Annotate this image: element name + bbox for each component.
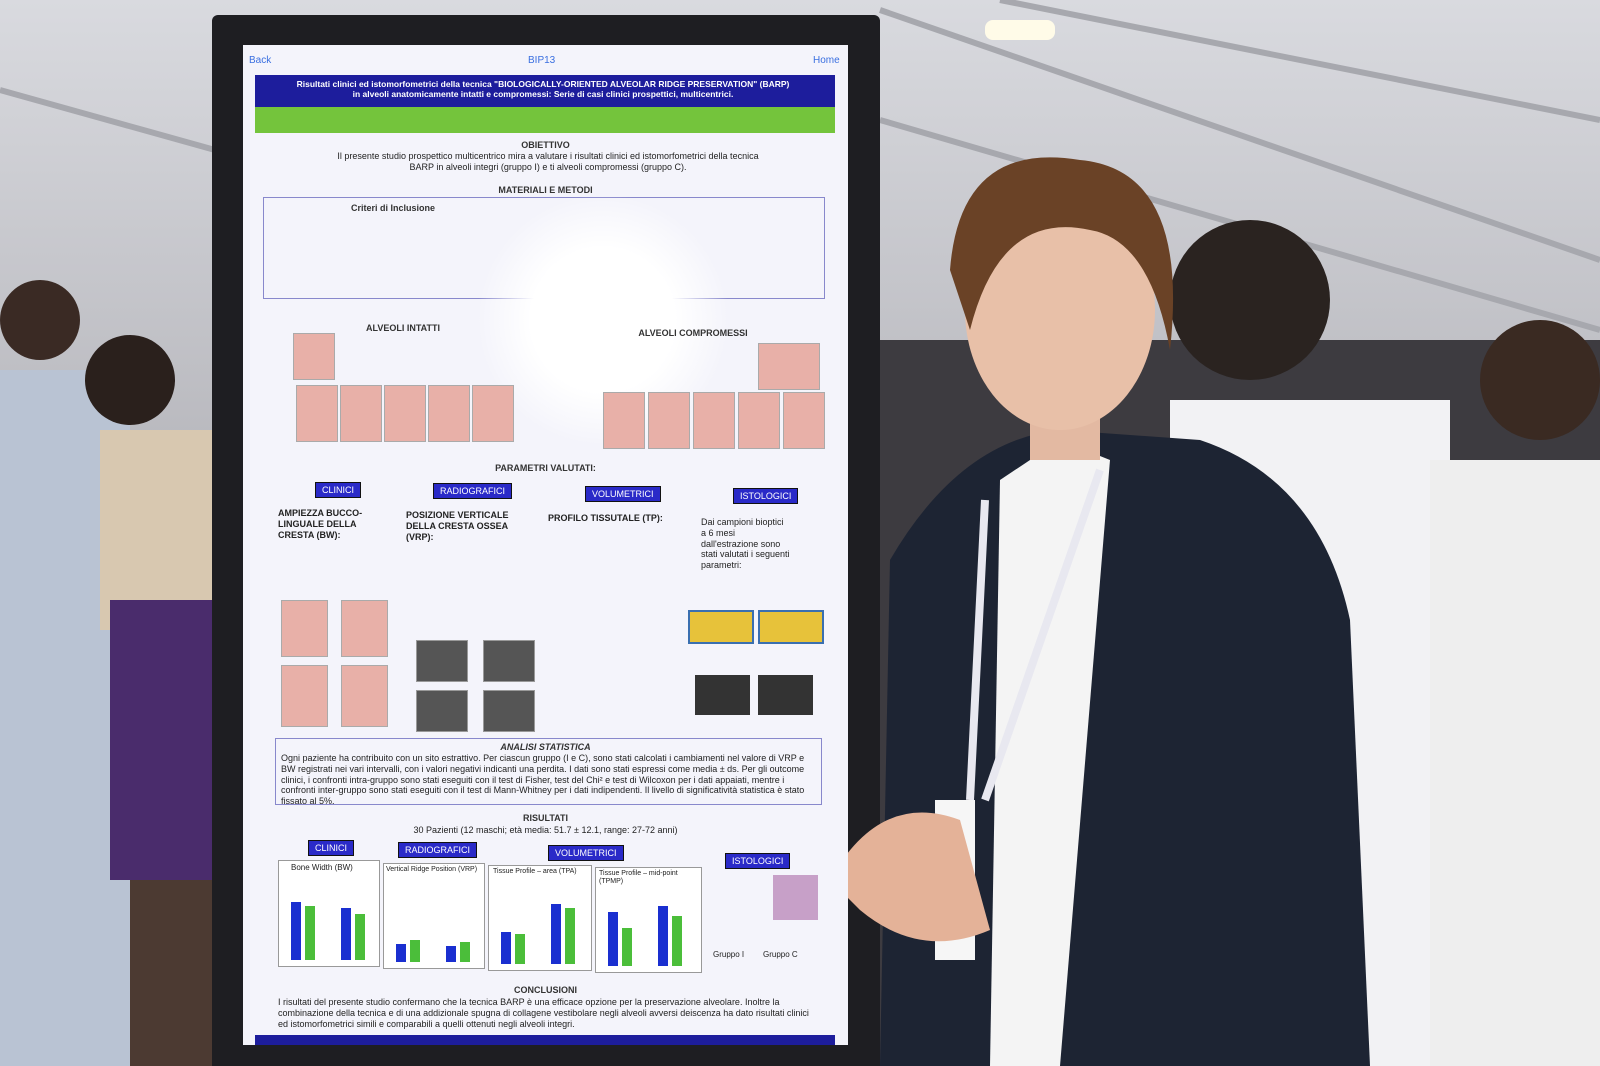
histology-image: [773, 875, 818, 920]
scan-image: [695, 675, 750, 715]
clinical-photo: [341, 600, 388, 657]
mini-chart: Tissue Profile – area (TPA): [488, 865, 592, 971]
parameter-item: POSIZIONE VERTICALE DELLA CRESTA OSSEA (…: [406, 510, 509, 542]
tag: VOLUMETRICI: [548, 845, 624, 861]
parameter-item: AMPIEZZA BUCCO-LINGUALE DELLA CRESTA (BW…: [278, 508, 363, 540]
clinical-photo: [428, 385, 470, 442]
results-heading: RISULTATI: [523, 813, 568, 823]
bar: [446, 946, 456, 962]
radiograph: [483, 640, 535, 682]
bar: [291, 902, 301, 960]
radiograph: [483, 690, 535, 732]
statistics-box: [275, 738, 822, 805]
scan-image: [758, 675, 813, 715]
bar: [658, 906, 668, 966]
clinical-photo: [296, 385, 338, 442]
chart-title: Tissue Profile – mid-point (TPMP): [599, 870, 678, 886]
chart-title: Bone Width (BW): [291, 863, 353, 872]
back-button[interactable]: Back: [249, 55, 272, 66]
tag: RADIOGRAFICI: [433, 483, 513, 499]
bar: [515, 934, 525, 964]
bar: [565, 908, 575, 964]
clinical-photo: [783, 392, 825, 449]
bar: [396, 944, 406, 962]
parameter-item: Dai campioni bioptici a 6 mesi dall'estr…: [701, 517, 790, 571]
scan-image: [758, 610, 824, 644]
mini-chart: Tissue Profile – mid-point (TPMP): [595, 867, 702, 973]
radiograph: [416, 690, 468, 732]
ceiling-light: [985, 20, 1055, 40]
bar: [410, 940, 420, 962]
compromised-heading: ALVEOLI COMPROMESSI: [638, 328, 748, 338]
footer-bar: [255, 1035, 835, 1045]
clinical-photo: [472, 385, 514, 442]
authors-bar: [255, 107, 835, 133]
mini-chart: Bone Width (BW): [278, 860, 380, 967]
radiograph: [416, 640, 468, 682]
tag: ISTOLOGICI: [733, 488, 799, 504]
bar: [622, 928, 632, 966]
tag: RADIOGRAFICI: [398, 842, 478, 858]
bar: [501, 932, 511, 964]
clinical-photo: [738, 392, 780, 449]
bar: [305, 906, 315, 960]
bar: [460, 942, 470, 962]
clinical-photo: [281, 600, 328, 657]
home-button[interactable]: Home: [813, 55, 840, 66]
bar: [355, 914, 365, 960]
chart-title: Vertical Ridge Position (VRP): [386, 866, 478, 873]
clinical-photo: [384, 385, 426, 442]
methods-heading: MATERIALI E METODI: [498, 185, 593, 195]
clinical-photo: [648, 392, 690, 449]
tag: ISTOLOGICI: [725, 853, 791, 869]
poster-code: BIP13: [528, 55, 556, 66]
conclusions-heading: CONCLUSIONI: [514, 985, 577, 995]
bar: [672, 916, 682, 966]
mini-chart: Vertical Ridge Position (VRP): [383, 863, 485, 969]
clinical-photo: [293, 333, 335, 380]
objective-heading: OBIETTIVO: [521, 140, 570, 150]
results-patients: 30 Pazienti (12 maschi; età media: 51.7 …: [413, 825, 678, 835]
statistics-heading: ANALISI STATISTICA: [500, 742, 591, 752]
scan-image: [688, 610, 754, 644]
parameters-heading: PARAMETRI VALUTATI:: [495, 463, 596, 473]
poster-title: Risultati clinici ed istomorfometrici de…: [296, 79, 790, 100]
presenter: [830, 157, 1370, 1066]
parameter-item: PROFILO TISSUTALE (TP):: [548, 513, 663, 523]
statistics-text: Ogni paziente ha contribuito con un sito…: [281, 753, 805, 807]
chart-title: Tissue Profile – area (TPA): [493, 868, 577, 875]
bar: [608, 912, 618, 966]
clinical-photo: [340, 385, 382, 442]
tag: CLINICI: [315, 482, 362, 498]
group-label: Gruppo C: [763, 950, 798, 959]
title-bar: [255, 75, 835, 107]
poster-screen: Back BIP13 Home Risultati clinici ed ist…: [243, 45, 848, 1045]
clinical-photo: [281, 665, 328, 727]
clinical-photo: [341, 665, 388, 727]
conclusions-text: I risultati del presente studio conferma…: [278, 997, 809, 1029]
inclusion-heading: Criteri di Inclusione: [350, 203, 435, 213]
intact-heading: ALVEOLI INTATTI: [366, 323, 440, 333]
clinical-photo: [758, 343, 820, 390]
tag: VOLUMETRICI: [585, 486, 661, 502]
objective-text: Il presente studio prospettico multicent…: [337, 151, 759, 172]
clinical-photo: [603, 392, 645, 449]
clinical-photo: [693, 392, 735, 449]
group-label: Gruppo I: [713, 950, 745, 959]
bar: [551, 904, 561, 964]
bar: [341, 908, 351, 960]
tag: CLINICI: [308, 840, 355, 856]
